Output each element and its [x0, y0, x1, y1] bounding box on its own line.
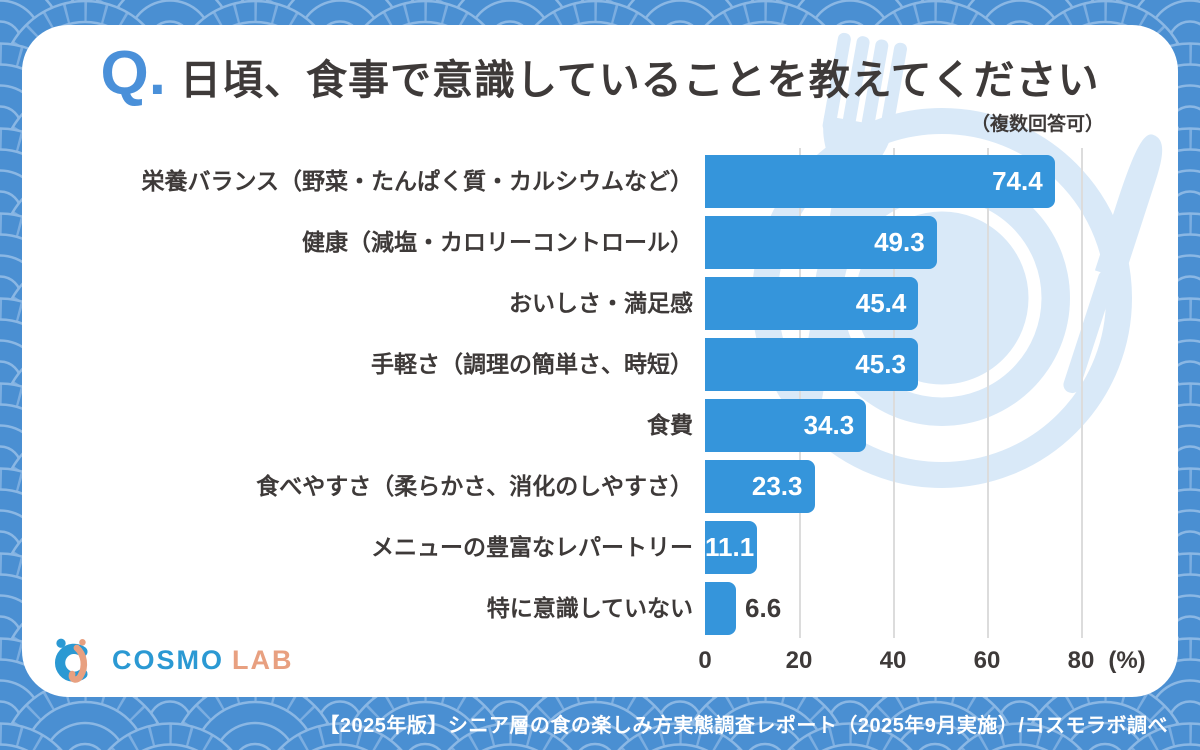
bar-value: 49.3 [874, 227, 925, 257]
category-label: おいしさ・満足感 [509, 290, 693, 316]
bar-value: 74.4 [992, 166, 1043, 196]
x-axis-tick-label: 80 [1067, 647, 1095, 674]
bar [705, 582, 737, 635]
bar: 74.4 [705, 155, 1055, 208]
question-mark-prefix: Q. [100, 39, 166, 108]
bar: 11.1 [705, 521, 758, 574]
bar: 34.3 [705, 399, 867, 452]
footer-caption: 【2025年版】シニア層の食の楽しみ方実態調査レポート（2025年9月実施）/コ… [319, 715, 1168, 737]
bar-value: 6.6 [745, 593, 782, 623]
bar: 23.3 [705, 460, 815, 513]
bar: 45.4 [705, 277, 919, 330]
cosmo-lab-mark-icon [55, 638, 88, 683]
bar-value: 34.3 [803, 410, 855, 440]
bar-row: 食費 34.3 [22, 399, 1178, 452]
bar-row: 食べやすさ（柔らかさ、消化のしやすさ） 23.3 [22, 460, 1178, 513]
bar-row: メニューの豊富なレパートリー 11.1 [22, 521, 1178, 574]
x-axis-tick-label: 60 [973, 647, 1001, 674]
category-label: 手軽さ（調理の簡単さ、時短） [371, 351, 693, 377]
page-title: 日頃、食事で意識していることを教えてください [179, 57, 1100, 103]
category-label: 食費 [647, 412, 693, 438]
x-axis-unit-label: (%) [1108, 647, 1146, 674]
bar: 45.3 [705, 338, 918, 391]
bar-value: 45.3 [855, 349, 906, 379]
page-header: Q. 日頃、食事で意識していることを教えてください [22, 43, 1178, 105]
bar: 49.3 [705, 216, 937, 269]
bar-row: 健康（減塩・カロリーコントロール） 49.3 [22, 216, 1178, 269]
category-label: 特に意識していない [486, 595, 693, 621]
multiple-answer-note: （複数回答可） [970, 114, 1104, 135]
cosmo-lab-logo: COSMO LAB [48, 635, 294, 685]
x-axis-tick-label: 40 [879, 647, 907, 674]
category-label: 栄養バランス（野菜・たんぱく質・カルシウムなど） [141, 168, 693, 194]
bar-value: 23.3 [751, 471, 803, 501]
bar-value: 11.1 [705, 532, 755, 562]
category-label: メニューの豊富なレパートリー [371, 534, 693, 560]
logo-text-cosmo: COSMO [112, 644, 225, 675]
bar-row: 栄養バランス（野菜・たんぱく質・カルシウムなど） 74.4 [22, 155, 1178, 208]
bar-value: 45.4 [855, 288, 907, 318]
bar-row: 手軽さ（調理の簡単さ、時短） 45.3 [22, 338, 1178, 391]
category-label: 食べやすさ（柔らかさ、消化のしやすさ） [256, 473, 693, 499]
x-axis-tick-label: 0 [698, 647, 712, 674]
content-card: Q. 日頃、食事で意識していることを教えてください （複数回答可） 栄養バランス… [22, 25, 1178, 697]
x-axis-tick-label: 20 [785, 647, 813, 674]
category-label: 健康（減塩・カロリーコントロール） [302, 229, 693, 255]
logo-text-lab: LAB [232, 644, 294, 675]
bar-row: 特に意識していない 6.6 [22, 582, 1178, 635]
bar-row: おいしさ・満足感 45.4 [22, 277, 1178, 330]
